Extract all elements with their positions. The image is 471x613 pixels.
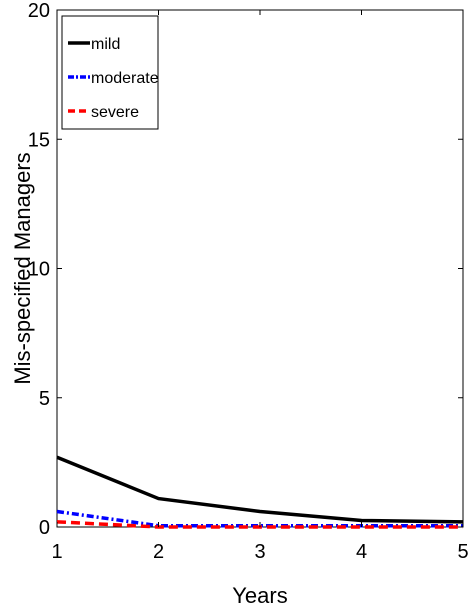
y-tick-label: 10 xyxy=(28,259,50,281)
axes-layer: 1 2 3 4 5 0 5 10 15 20 xyxy=(28,0,469,563)
y-tick-label: 0 xyxy=(39,517,50,539)
series-line-mild xyxy=(56,455,464,524)
x-tick-label: 3 xyxy=(254,541,265,563)
y-tick-label: 15 xyxy=(28,129,50,151)
y-tick-label: 20 xyxy=(28,0,50,22)
x-tick-label: 2 xyxy=(153,541,164,563)
x-tick-label: 4 xyxy=(356,541,367,563)
y-axis-label: Mis-specified Managers xyxy=(10,152,35,384)
x-tick-label: 1 xyxy=(51,541,62,563)
x-axis-label: Years xyxy=(232,583,287,608)
legend-label-moderate: moderate xyxy=(91,70,159,87)
y-tick-label: 5 xyxy=(39,388,50,410)
x-tick-label: 5 xyxy=(457,541,468,563)
legend-box xyxy=(61,15,159,130)
legend: mild moderate severe xyxy=(61,15,159,130)
legend-label-mild: mild xyxy=(91,36,120,53)
legend-label-severe: severe xyxy=(91,104,139,121)
